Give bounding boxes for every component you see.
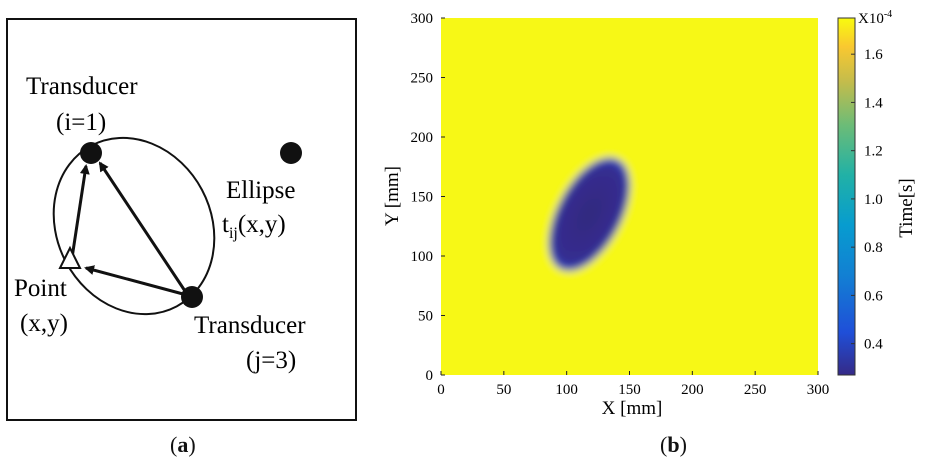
x-axis-label: X [mm] [602,398,663,419]
colorbar-label: Time[s] [896,178,917,237]
x-tick-label: 250 [744,382,767,398]
colorbar-tick-label: 0.6 [864,288,883,304]
colorbar-tick-label: 0.8 [864,240,883,256]
panel-a-caption: (a) [170,432,196,457]
colorbar [837,17,856,376]
y-tick-label: 250 [411,71,434,87]
point-coords: (x,y) [20,310,68,337]
y-tick-label: 50 [418,309,433,325]
colorbar-tick-label: 1.2 [864,144,883,160]
y-tick-label: 150 [411,190,434,206]
panel-a-frame [6,18,357,421]
panel-a-diagram: Transducer (i=1) Ellipse tij(x,y) Point … [6,18,357,421]
transducer-3-index: (j=3) [246,347,296,374]
point-triangle-marker [58,245,82,269]
x-tick-label: 50 [496,382,511,398]
x-tick-label: 300 [807,382,830,398]
colorbar-tick-label: 0.4 [864,337,883,353]
ellipse-label: Ellipse [226,177,295,204]
transducer-3-name: Transducer [194,312,306,339]
ellipse-function: tij(x,y) [222,211,286,242]
transducer-1-name: Transducer [26,73,138,100]
y-tick-label: 0 [426,368,434,384]
x-tick-label: 200 [681,382,704,398]
y-tick-label: 300 [411,11,434,27]
y-axis-label: Y [mm] [382,166,403,226]
transducer-1-marker [80,142,102,164]
x-tick-label: 0 [437,382,445,398]
y-tick-label: 100 [411,249,434,265]
measurement-ellipse [52,136,216,316]
transducer-1-index: (i=1) [56,109,106,136]
heatmap-field [441,18,818,375]
arrow-point-to-transducer-1 [70,164,90,259]
heatmap-surface [441,18,818,375]
point-label: Point [14,275,67,302]
colorbar-multiplier: X10-4 [858,9,892,27]
x-tick-label: 100 [555,382,578,398]
arrow-transducer-3-to-transducer-1 [98,161,187,292]
colorbar-tick-label: 1.0 [864,192,883,208]
x-tick-label: 150 [618,382,641,398]
panel-b-chart: 0 50 100 150 200 250 300 0 50 100 150 200 250 300 Y [… [382,9,917,419]
arrow-transducer-3-to-point [84,265,184,296]
colorbar-tick-label: 1.6 [864,47,883,63]
y-tick-label: 200 [411,130,434,146]
panel-b-caption: (b) [660,432,687,457]
transducer-extra-marker [280,142,302,164]
transducer-3-marker [181,286,203,308]
colorbar-tick-label: 1.4 [864,95,883,111]
